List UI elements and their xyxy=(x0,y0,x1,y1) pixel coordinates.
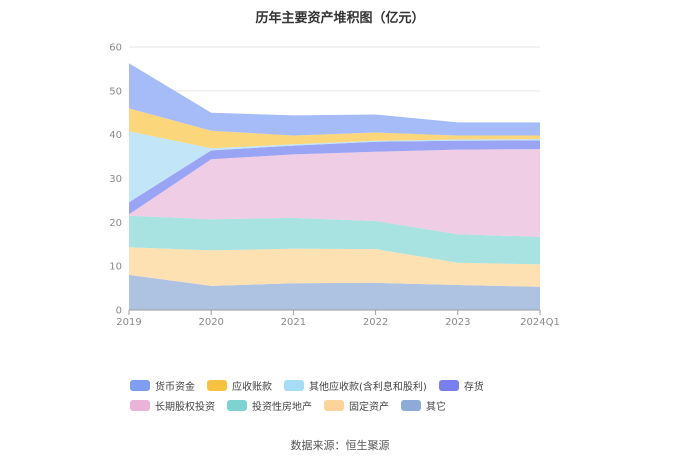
legend-swatch xyxy=(324,399,344,411)
x-tick-label: 2022 xyxy=(363,317,388,328)
x-tick-label: 2021 xyxy=(281,317,306,328)
area-series-6[interactable] xyxy=(129,108,540,149)
legend-label: 投资性房地产 xyxy=(252,401,312,413)
legend-item[interactable]: 其他应收款(含利息和股利) xyxy=(284,378,427,393)
legend-item[interactable]: 应收账款 xyxy=(207,378,272,393)
legend-item[interactable]: 长期股权投资 xyxy=(130,398,215,413)
area-series-4[interactable] xyxy=(129,140,540,215)
y-tick-label: 60 xyxy=(109,43,122,54)
data-source: 数据来源：恒生聚源 xyxy=(290,439,390,452)
legend-item[interactable]: 存货 xyxy=(438,378,484,393)
legend-label: 货币资金 xyxy=(155,381,195,393)
area-series-5[interactable] xyxy=(129,131,540,203)
x-tick-label: 2019 xyxy=(116,317,141,328)
legend-swatch xyxy=(207,379,227,391)
y-tick-label: 30 xyxy=(109,174,122,185)
legend-swatch xyxy=(284,379,304,391)
legend-swatch xyxy=(130,399,150,411)
area-series-1[interactable] xyxy=(129,247,540,287)
legend-item[interactable]: 其它 xyxy=(401,398,446,413)
y-tick-label: 20 xyxy=(109,218,122,229)
area-series-3[interactable] xyxy=(129,149,540,237)
series-areas xyxy=(129,63,540,310)
legend-label: 其它 xyxy=(426,401,446,413)
area-series-0[interactable] xyxy=(129,274,540,310)
legend-swatch xyxy=(130,379,150,391)
legend-swatch xyxy=(438,379,459,391)
chart-title: 历年主要资产堆积图（亿元） xyxy=(255,11,425,26)
y-tick-label: 50 xyxy=(109,86,122,97)
legend-label: 其他应收款(含利息和股利) xyxy=(309,381,427,393)
x-tick-label: 2024Q1 xyxy=(520,317,560,328)
y-tick-label: 0 xyxy=(116,306,122,317)
y-tick-label: 10 xyxy=(109,262,122,273)
legend-item[interactable]: 固定资产 xyxy=(324,398,389,413)
legend: 货币资金 应收账款 其他应收款(含利息和股利) 存货长期股权投资 投资性房地产 固定资产 其… xyxy=(130,378,570,413)
legend-label: 固定资产 xyxy=(349,401,389,413)
legend-swatch xyxy=(227,399,247,411)
area-series-2[interactable] xyxy=(129,215,540,265)
legend-item[interactable]: 投资性房地产 xyxy=(227,398,312,413)
stacked-area-chart: 0 10 20 30 40 50 60 2019 2020 2021 2022 2023 2024Q1 xyxy=(109,43,560,329)
legend-label: 存货 xyxy=(463,381,484,393)
legend-swatch xyxy=(401,399,421,411)
x-tick-label: 2023 xyxy=(445,317,470,328)
x-tick-label: 2020 xyxy=(198,317,223,328)
y-tick-label: 40 xyxy=(109,130,122,141)
axes: 0 10 20 30 40 50 60 2019 2020 2021 2022 2023 2024Q1 xyxy=(109,43,560,329)
area-series-7[interactable] xyxy=(129,63,540,136)
legend-label: 长期股权投资 xyxy=(155,401,215,413)
legend-item[interactable]: 货币资金 xyxy=(130,378,195,393)
legend-label: 应收账款 xyxy=(232,381,272,393)
